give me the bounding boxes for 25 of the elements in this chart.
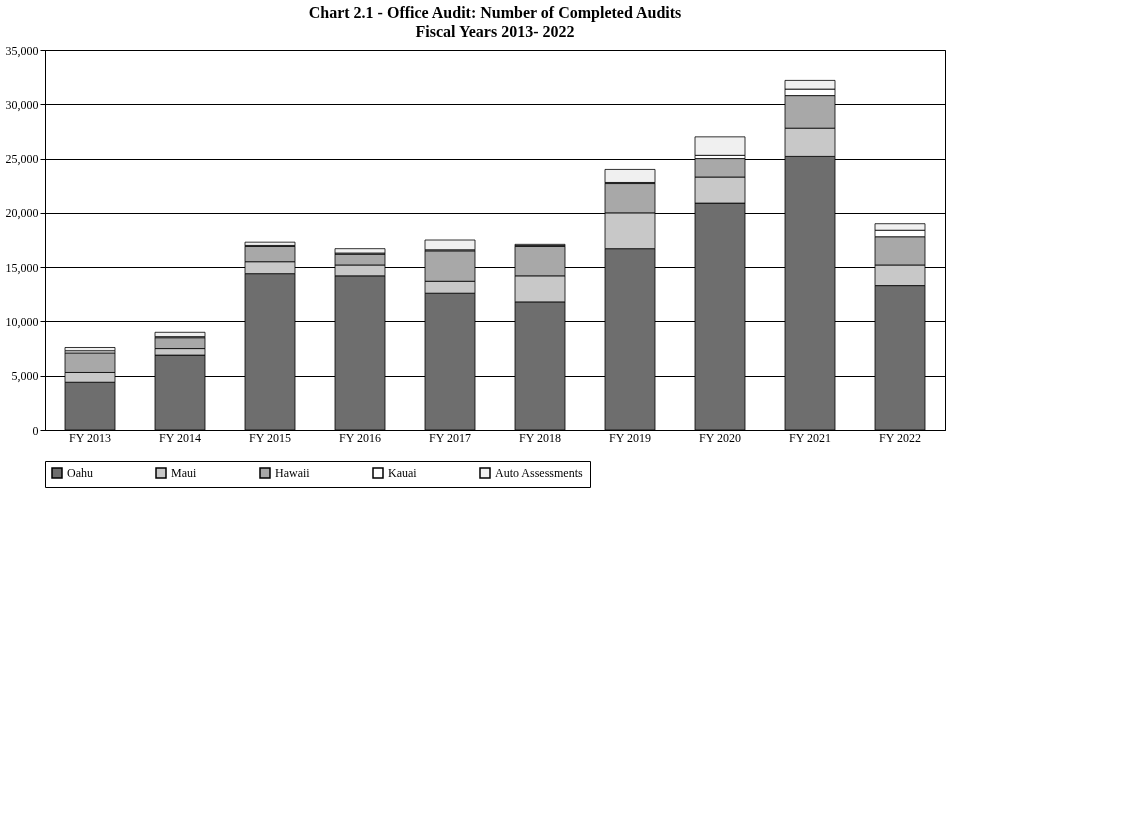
chart-subtitle: Fiscal Years 2013- 2022	[415, 23, 575, 40]
y-tick-label: 5,000	[11, 369, 39, 384]
y-tick-label: 25,000	[5, 152, 39, 167]
y-tick-label: 30,000	[5, 97, 39, 112]
x-tick-label: FY 2018	[519, 430, 561, 445]
x-tick-label: FY 2015	[249, 430, 291, 445]
x-tick-label: FY 2022	[879, 430, 921, 445]
legend-label: Auto Assessments	[495, 466, 583, 480]
x-tick-label: FY 2020	[699, 430, 741, 445]
y-tick-label: 15,000	[5, 260, 39, 275]
x-tick-label: FY 2017	[429, 430, 471, 445]
y-tick-label: 35,000	[5, 43, 39, 58]
y-tick-label: 20,000	[5, 206, 39, 221]
x-tick-label: FY 2016	[339, 430, 381, 445]
legend-label: Maui	[171, 466, 197, 480]
y-tick-label: 10,000	[5, 314, 39, 329]
x-tick-label: FY 2019	[609, 430, 651, 445]
x-tick-label: FY 2013	[69, 430, 111, 445]
x-tick-label: FY 2021	[789, 430, 831, 445]
legend-label: Oahu	[67, 466, 93, 480]
x-tick-label: FY 2014	[159, 430, 201, 445]
legend-label: Hawaii	[275, 466, 311, 480]
legend-label: Kauai	[388, 466, 418, 480]
y-tick-label: 0	[32, 423, 39, 438]
chart-title: Chart 2.1 - Office Audit: Number of Completed Audits	[308, 4, 682, 22]
